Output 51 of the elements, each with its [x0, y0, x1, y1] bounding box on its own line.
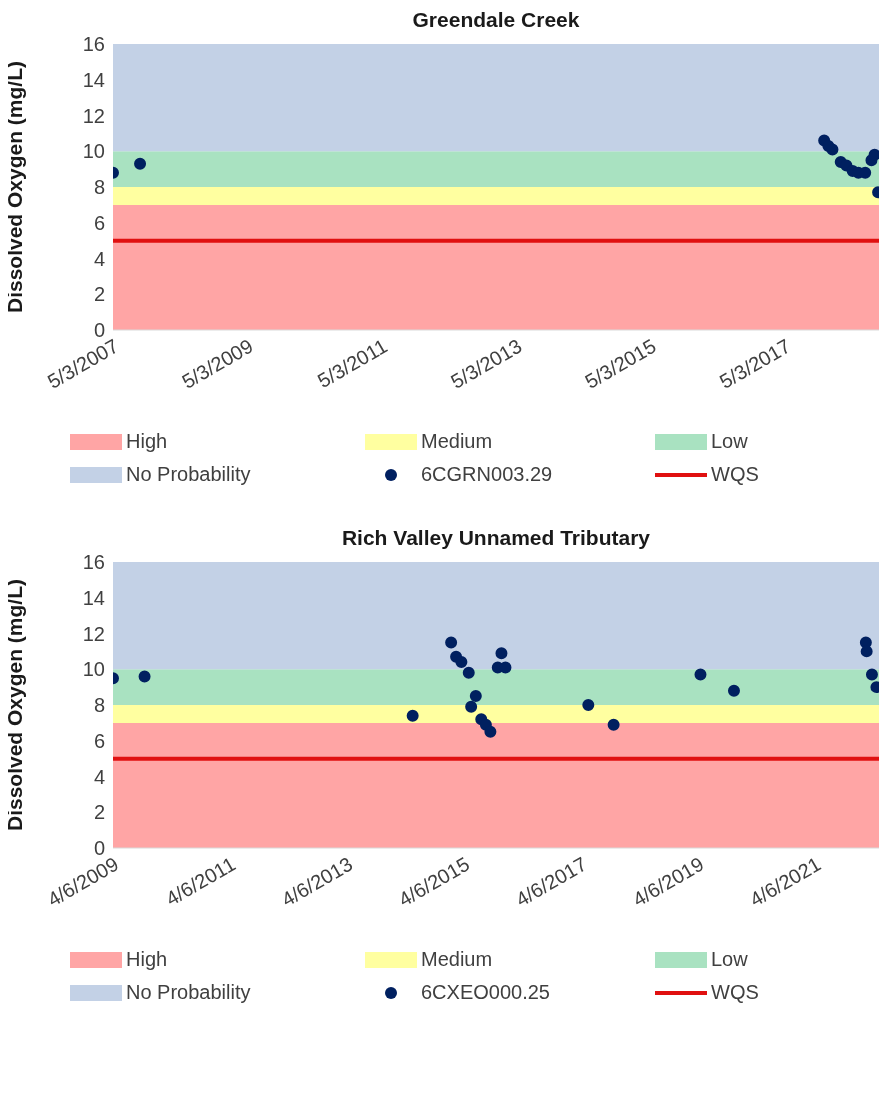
y-tick-label: 8 [93, 176, 105, 199]
legend-label: WQS [711, 981, 759, 1004]
y-tick-label: 0 [93, 319, 105, 342]
point [607, 718, 620, 731]
point [582, 699, 595, 711]
y-tick-label: 4 [93, 247, 105, 270]
y-tick-label: 16 [82, 551, 105, 574]
legend-label: Low [711, 948, 748, 971]
legend-label: High [126, 948, 168, 971]
y-axis-title: Dissolved Oxygen (mg/L) [3, 578, 27, 832]
point [445, 636, 458, 649]
y-tick-label: 10 [82, 140, 105, 163]
y-tick-label: 2 [93, 283, 105, 306]
y-tick-label: 8 [93, 694, 105, 717]
legend-label: Medium [421, 948, 493, 971]
point [865, 668, 878, 681]
legend-label: 6CXEO000.25 [421, 981, 550, 1004]
y-tick-label: 4 [93, 765, 105, 788]
point [406, 709, 419, 722]
y-tick-label: 0 [93, 837, 105, 860]
legend-label: High [126, 430, 168, 453]
y-tick-label: 2 [93, 801, 105, 824]
point [455, 656, 468, 669]
y-axis-title: Dissolved Oxygen (mg/L) [3, 60, 27, 314]
point [465, 700, 478, 713]
point [868, 148, 879, 161]
point [694, 668, 707, 681]
y-tick-label: 6 [93, 729, 105, 752]
y-tick-label: 6 [93, 211, 105, 234]
y-tick-label: 10 [82, 658, 105, 681]
point [727, 684, 740, 697]
point [469, 690, 482, 703]
point [860, 645, 873, 658]
y-tick-label: 12 [82, 104, 105, 127]
point [138, 670, 151, 683]
y-tick-label: 16 [82, 33, 105, 56]
legend-label: No Probability [126, 463, 251, 486]
point [462, 666, 475, 679]
legend-label: No Probability [126, 981, 251, 1004]
point [495, 647, 508, 660]
y-tick-label: 14 [82, 68, 105, 91]
legend-label: Medium [421, 430, 493, 453]
chart-title: Greendale Creek [411, 8, 581, 33]
y-tick-label: 14 [82, 586, 105, 609]
legend-label: WQS [711, 463, 759, 486]
point [484, 725, 497, 738]
point [826, 143, 839, 156]
legend-label: Low [711, 430, 748, 453]
legend-label: 6CGRN003.29 [421, 463, 553, 486]
y-tick-label: 12 [82, 622, 105, 645]
chart-title: Rich Valley Unnamed Tributary [340, 526, 652, 551]
